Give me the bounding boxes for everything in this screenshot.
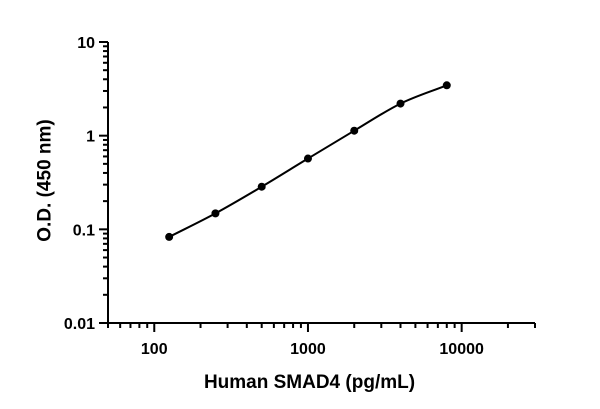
data-point [165, 232, 174, 241]
y-tick-label: 0.1 [73, 222, 95, 239]
y-tick-label: 10 [77, 35, 95, 52]
data-point [211, 209, 220, 218]
x-tick-label: 10000 [439, 341, 484, 358]
data-point [396, 99, 405, 108]
y-tick-label: 0.01 [64, 316, 95, 333]
x-axis-ticks: 100 1000 10000 [141, 323, 484, 358]
x-tick-label: 1000 [290, 341, 326, 358]
data-point [442, 81, 451, 90]
y-axis-ticks: 0.01 0.1 1 10 [64, 35, 108, 333]
data-points [165, 81, 451, 241]
y-axis-title: O.D. (450 nm) [35, 119, 56, 241]
data-point [350, 126, 359, 135]
x-axis-title: Human SMAD4 (pg/mL) [204, 372, 415, 393]
y-tick-label: 1 [86, 129, 95, 146]
x-tick-label: 100 [141, 341, 168, 358]
data-point [257, 182, 266, 191]
data-point [303, 154, 312, 163]
